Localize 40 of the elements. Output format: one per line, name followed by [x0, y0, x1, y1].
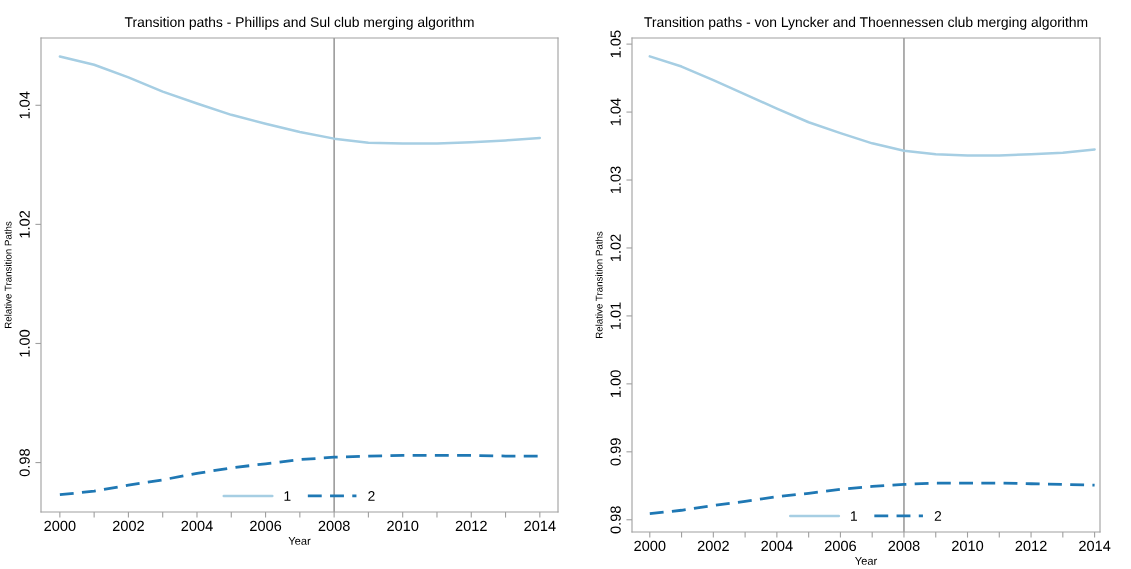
x-tick-label: 2010 [387, 520, 419, 532]
y-tick-label: 1.00 [19, 329, 30, 357]
x-tick-label: 2014 [1079, 540, 1111, 552]
y-tick-label: 1.02 [610, 234, 621, 262]
chart-title: Transition paths - Phillips and Sul club merging algorithm [124, 16, 474, 30]
y-tick-label: 0.98 [19, 449, 30, 477]
y-tick-label: 1.03 [610, 166, 621, 194]
x-tick-label: 2006 [824, 540, 857, 552]
y-tick-label: 1.04 [19, 91, 30, 119]
x-tick-label: 2002 [112, 520, 144, 532]
line-series [648, 55, 1096, 157]
y-axis-title: Relative Transition Paths [4, 221, 12, 328]
x-tick-label: 2000 [44, 520, 76, 532]
x-tick-label: 2002 [697, 540, 729, 552]
x-tick-label: 2000 [634, 540, 666, 552]
y-tick-label: 1.04 [610, 98, 621, 126]
x-tick-label: 2008 [318, 520, 350, 532]
y-tick-label: 1.01 [610, 302, 621, 329]
x-tick-label: 2004 [761, 540, 793, 552]
x-tick-label: 2008 [888, 540, 920, 552]
x-tick-label: 2012 [1015, 540, 1047, 552]
x-tick-label: 2012 [455, 520, 487, 532]
line-series [58, 55, 542, 145]
legend-label: 2 [368, 491, 375, 501]
x-axis-title: Year [855, 557, 878, 565]
chart-title: Transition paths - von Lyncker and Thoennessen club merging algorithm [644, 16, 1088, 30]
legend-label: 2 [934, 511, 942, 521]
x-tick-label: 2004 [181, 520, 213, 532]
y-axis-title: Relative Transition Paths [595, 231, 603, 338]
legend-label: 1 [284, 491, 291, 501]
y-tick-label: 0.98 [610, 506, 621, 534]
y-tick-label: 0.99 [610, 438, 621, 466]
x-tick-label: 2010 [952, 540, 984, 552]
y-tick-label: 1.02 [19, 210, 30, 238]
legend-label: 1 [851, 511, 857, 521]
x-axis-title: Year [288, 537, 311, 545]
y-tick-label: 1.05 [610, 30, 621, 58]
x-tick-label: 2014 [524, 520, 556, 532]
x-tick-label: 2006 [250, 520, 282, 532]
y-tick-label: 1.00 [610, 370, 621, 397]
